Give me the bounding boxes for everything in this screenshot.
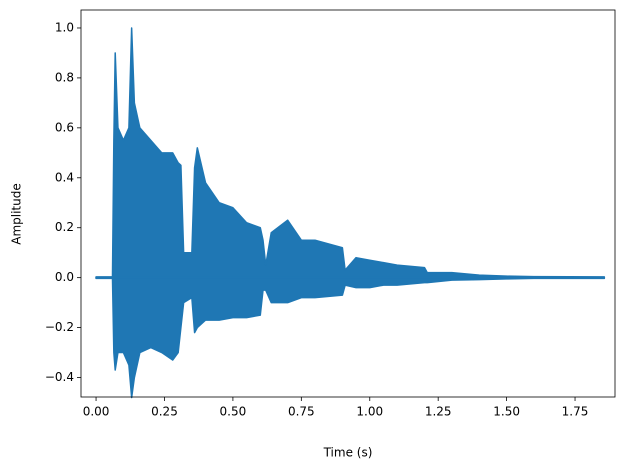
y-tick-label: 0.2 (55, 220, 74, 234)
x-axis-label: Time (s) (323, 446, 373, 460)
x-tick-label: 0.75 (288, 405, 315, 419)
y-tick-label: −0.2 (45, 320, 74, 334)
x-tick-label: 0.25 (151, 405, 178, 419)
y-tick-label: 1.0 (55, 20, 74, 34)
x-tick-label: 1.75 (562, 405, 589, 419)
waveform-envelope (95, 27, 606, 279)
x-tick-label: 0.00 (83, 405, 110, 419)
y-tick-label: 0.0 (55, 270, 74, 284)
x-tick-label: 1.00 (356, 405, 383, 419)
x-tick-label: 1.25 (425, 405, 452, 419)
plot-frame (80, 9, 616, 398)
x-tick-label: 1.50 (493, 405, 520, 419)
x-tick-label: 0.50 (220, 405, 247, 419)
y-tick-label: −0.4 (45, 370, 74, 384)
y-tick-label: 0.8 (55, 70, 74, 84)
y-tick-label: 0.6 (55, 120, 74, 134)
waveform-envelope (95, 276, 606, 399)
y-tick-label: 0.4 (55, 170, 74, 184)
y-axis-label: Amplitude (10, 183, 24, 245)
